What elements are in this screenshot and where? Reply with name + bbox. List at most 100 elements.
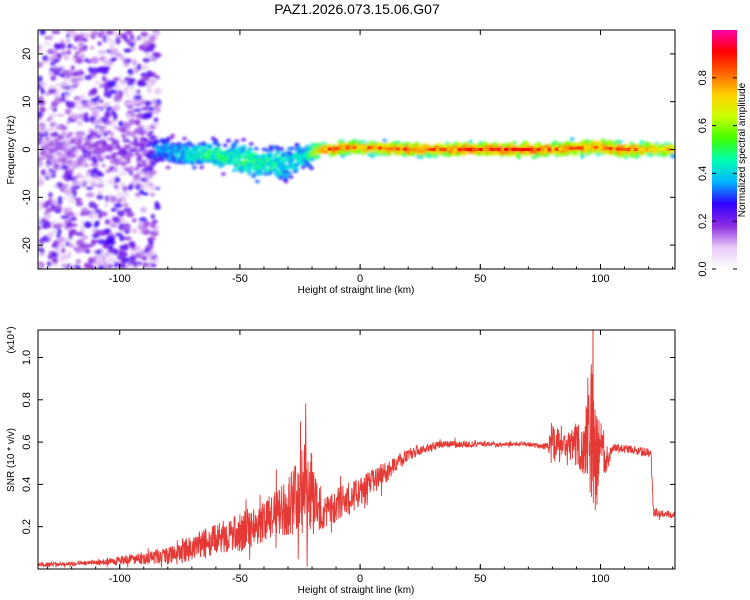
spectrogram-cell <box>113 203 123 209</box>
spectrogram-cell <box>155 75 160 80</box>
spectrogram-cell <box>186 140 192 145</box>
spectrogram-x-ticks: -100 -50 0 50 100 <box>47 30 674 285</box>
spectrogram-cell <box>138 125 144 130</box>
spectrogram-cell <box>47 115 53 122</box>
spectrogram-cell <box>93 119 103 125</box>
spectrogram-cell <box>61 143 67 147</box>
spectrogram-cell <box>248 166 253 171</box>
spectrogram-cell <box>49 132 55 138</box>
spectrogram-cell <box>145 70 153 77</box>
spectrogram-cell <box>136 35 141 41</box>
spectrogram-cell <box>140 145 146 149</box>
spectrogram-cell <box>87 178 96 183</box>
spectrogram-cell <box>123 87 128 94</box>
snr-line <box>38 330 675 568</box>
spectrogram-cell <box>131 228 138 234</box>
spectrogram-cell <box>170 133 176 138</box>
spectrogram-cell <box>38 156 43 160</box>
spectrogram-cell <box>525 142 531 146</box>
spectrogram-cell <box>65 121 71 125</box>
spectrogram-cell <box>150 255 157 261</box>
spectrogram-cell <box>76 200 81 206</box>
colorbar-tick-label: 0.6 <box>697 118 709 133</box>
x-tick-label: 100 <box>591 273 609 285</box>
spectrogram-cell <box>630 154 636 158</box>
spectrogram-cell <box>122 154 127 159</box>
spectrogram-cell <box>147 86 152 94</box>
spectrogram-cell <box>75 57 84 64</box>
spectrogram-cell <box>94 108 102 113</box>
spectrogram-cell <box>57 159 62 164</box>
spectrogram-cell <box>468 139 474 144</box>
spectrogram-cell <box>60 215 70 219</box>
spectrogram-cell <box>61 50 67 57</box>
snr-frame <box>37 329 676 570</box>
spectrogram-cell <box>111 56 118 61</box>
spectrogram-cell <box>135 183 141 191</box>
spectrogram-cell <box>152 122 160 128</box>
spectrogram-cell <box>213 138 219 143</box>
spectrogram-cell <box>71 147 76 151</box>
spectrogram-cell <box>71 185 81 189</box>
spectrogram-cell <box>106 130 112 134</box>
snr-y-axis-label: SNR (10 * v/v) <box>6 428 17 492</box>
spectrogram-cell <box>97 179 105 184</box>
spectrogram-cell <box>85 170 91 178</box>
spectrogram-cell <box>38 225 42 231</box>
spectrogram-cell <box>49 139 55 144</box>
spectrogram-cell <box>71 228 76 235</box>
spectrogram-cell <box>62 196 68 201</box>
spectrogram-cell <box>309 166 314 171</box>
spectrogram-cell <box>84 137 89 142</box>
spectrogram-cell <box>83 112 89 119</box>
spectrogram-cell <box>51 243 58 248</box>
spectrogram-cell <box>116 208 122 213</box>
spectrogram-cell <box>129 34 135 41</box>
spectrogram-cell <box>84 75 93 80</box>
spectrogram-cell <box>92 203 99 210</box>
spectrogram-cell <box>78 155 84 159</box>
spectrogram-cell <box>144 126 152 131</box>
spectrogram-cell <box>352 138 357 143</box>
spectrogram-cell <box>125 30 133 36</box>
spectrogram-cell <box>84 152 90 157</box>
spectrogram-cell <box>600 138 606 143</box>
spectrogram-cell <box>126 38 131 46</box>
spectrogram-cell <box>76 144 82 149</box>
spectrogram-cell <box>315 154 321 159</box>
spectrogram-cell <box>414 141 419 146</box>
spectrogram-cell <box>115 232 123 237</box>
spectrogram-cell <box>97 238 105 245</box>
spectrogram-cell <box>80 235 89 240</box>
spectrogram-cell <box>56 236 66 243</box>
spectrogram-cell <box>85 192 95 198</box>
spectrogram-cell <box>401 151 406 156</box>
spectrogram-cell <box>146 106 156 111</box>
spectrogram-cell <box>53 43 62 48</box>
spectrogram-cell <box>83 262 92 268</box>
spectrogram-cell <box>580 154 585 159</box>
spectrogram-cell <box>80 131 86 135</box>
spectrogram-cell <box>281 159 287 164</box>
spectrogram-cell <box>43 41 51 47</box>
spectrogram-cell <box>108 39 116 47</box>
spectrogram-cell <box>141 225 148 232</box>
spectrogram-cell <box>137 156 143 161</box>
spectrogram-cell <box>109 223 118 228</box>
spectrogram-cell <box>72 212 81 216</box>
spectrogram-cell <box>95 170 103 177</box>
spectrogram-cell <box>38 75 43 83</box>
spectrogram-cell <box>634 154 640 159</box>
spectrogram-cell <box>101 163 106 168</box>
spectrogram-cell <box>49 262 59 267</box>
spectrogram-cell <box>116 191 126 199</box>
spectrogram-cell <box>187 152 193 156</box>
spectrogram-cell <box>88 150 94 155</box>
spectrogram-cell <box>94 80 102 85</box>
spectrogram-cell <box>267 152 273 156</box>
spectrogram-cell <box>96 194 104 200</box>
spectrogram-cell <box>109 132 115 136</box>
spectrogram-cell <box>154 103 161 110</box>
spectrogram-cell <box>77 138 83 143</box>
